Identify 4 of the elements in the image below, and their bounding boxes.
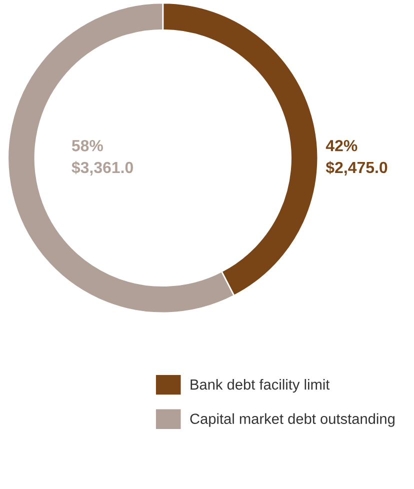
legend-label: Bank debt facility limit <box>190 379 330 393</box>
data-label: 58% $3,361.0 <box>72 140 133 176</box>
data-label: 42% $2,475.0 <box>326 140 388 176</box>
legend-label: Capital market debt outstanding <box>190 413 394 427</box>
